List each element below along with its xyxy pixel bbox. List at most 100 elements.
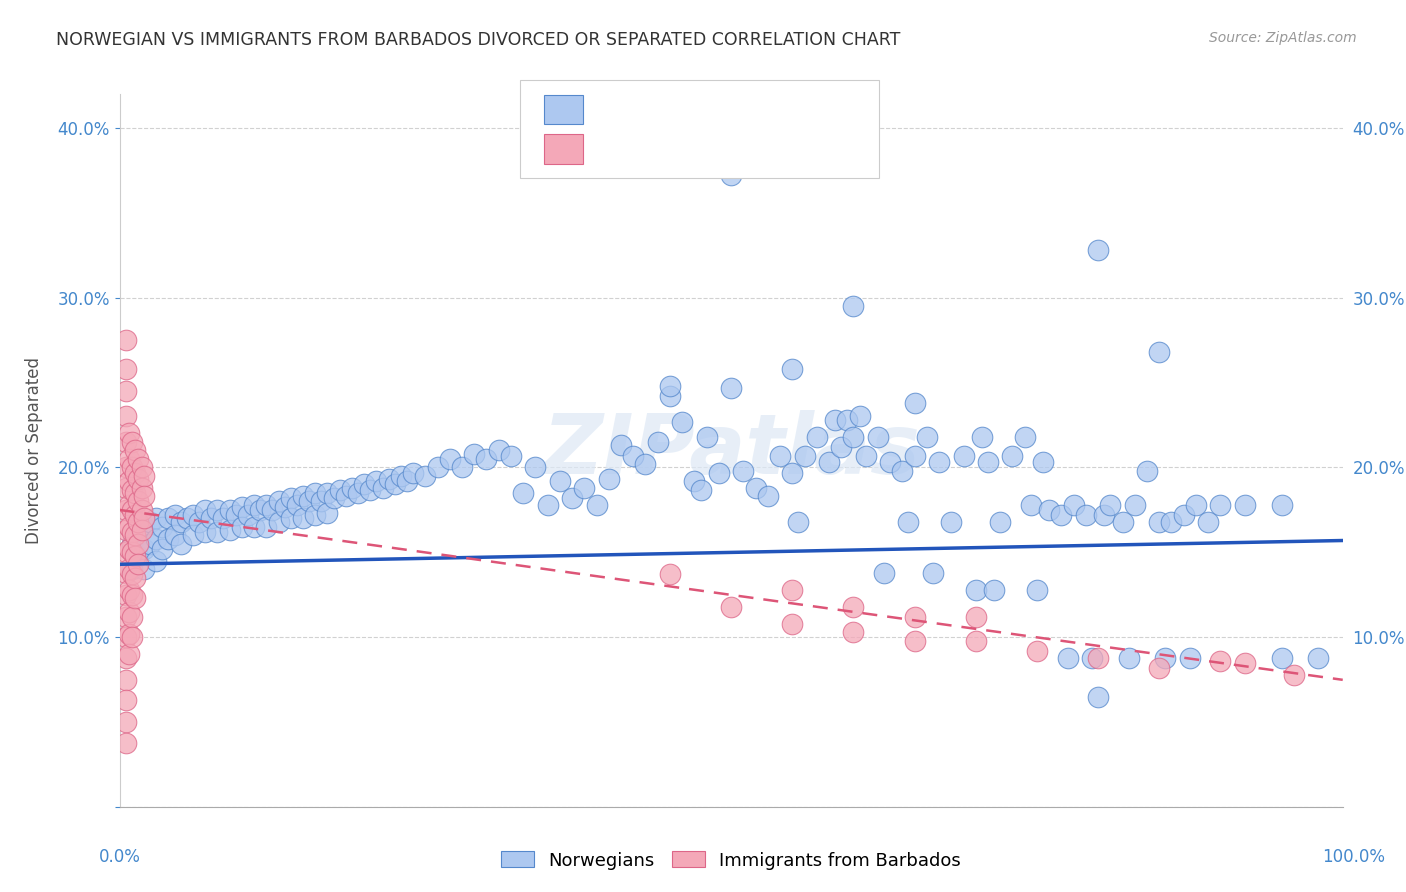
- Point: [371, 481, 394, 495]
- Point: [316, 486, 339, 500]
- Point: [647, 434, 669, 449]
- Point: [118, 520, 141, 534]
- Point: [1123, 498, 1146, 512]
- Point: [131, 460, 153, 475]
- Point: [782, 362, 804, 376]
- Point: [118, 452, 141, 467]
- Point: [163, 508, 186, 522]
- Point: [127, 515, 149, 529]
- Point: [243, 498, 266, 512]
- Point: [1154, 650, 1177, 665]
- Point: [1087, 650, 1109, 665]
- Point: [127, 558, 149, 572]
- Point: [254, 498, 277, 512]
- Text: R =  0.053   N = 146: R = 0.053 N = 146: [598, 101, 815, 119]
- Point: [1038, 503, 1060, 517]
- Point: [121, 434, 143, 449]
- Point: [1160, 515, 1182, 529]
- Point: [439, 452, 461, 467]
- Point: [1026, 644, 1049, 658]
- Y-axis label: Divorced or Separated: Divorced or Separated: [25, 357, 44, 544]
- Point: [395, 474, 418, 488]
- Point: [118, 498, 141, 512]
- Point: [402, 466, 425, 480]
- Point: [121, 610, 143, 624]
- Point: [1056, 650, 1078, 665]
- Point: [1271, 650, 1294, 665]
- Point: [124, 443, 146, 458]
- Point: [347, 486, 370, 500]
- Text: NORWEGIAN VS IMMIGRANTS FROM BARBADOS DIVORCED OR SEPARATED CORRELATION CHART: NORWEGIAN VS IMMIGRANTS FROM BARBADOS DI…: [56, 31, 901, 49]
- Point: [127, 528, 149, 542]
- Point: [952, 449, 974, 463]
- Point: [499, 449, 522, 463]
- Point: [132, 489, 155, 503]
- Point: [267, 515, 290, 529]
- Point: [124, 591, 146, 606]
- Point: [118, 605, 141, 619]
- Point: [359, 483, 381, 497]
- Point: [298, 494, 321, 508]
- Point: [848, 409, 870, 424]
- Point: [1092, 508, 1115, 522]
- Point: [131, 503, 153, 517]
- Point: [1081, 650, 1104, 665]
- Point: [463, 447, 485, 461]
- Point: [744, 481, 766, 495]
- Point: [922, 566, 945, 580]
- Point: [131, 481, 153, 495]
- Point: [830, 440, 852, 454]
- Point: [1118, 650, 1140, 665]
- Point: [124, 486, 146, 500]
- Point: [114, 333, 136, 347]
- Point: [188, 515, 211, 529]
- Point: [207, 503, 229, 517]
- Point: [127, 494, 149, 508]
- Point: [132, 520, 155, 534]
- Point: [340, 481, 363, 495]
- Point: [384, 477, 406, 491]
- Point: [733, 464, 755, 478]
- Point: [793, 449, 815, 463]
- Point: [150, 520, 173, 534]
- Point: [124, 466, 146, 480]
- Point: [163, 528, 186, 542]
- Point: [131, 524, 153, 538]
- Point: [236, 508, 259, 522]
- Point: [150, 541, 173, 556]
- Point: [659, 389, 682, 403]
- Point: [879, 455, 901, 469]
- Point: [292, 489, 315, 503]
- Point: [1032, 455, 1054, 469]
- Point: [1149, 661, 1171, 675]
- Point: [127, 549, 149, 563]
- Point: [121, 562, 143, 576]
- Point: [983, 582, 1005, 597]
- Point: [353, 477, 375, 491]
- Point: [249, 503, 271, 517]
- Point: [139, 515, 162, 529]
- Point: [335, 489, 357, 503]
- Point: [169, 515, 191, 529]
- Point: [842, 299, 865, 313]
- Point: [413, 469, 436, 483]
- Point: [132, 541, 155, 556]
- Point: [212, 511, 235, 525]
- Point: [169, 537, 191, 551]
- Point: [1197, 515, 1219, 529]
- Point: [524, 460, 547, 475]
- Point: [610, 438, 633, 452]
- Point: [1001, 449, 1024, 463]
- Point: [304, 508, 326, 522]
- Point: [756, 489, 779, 503]
- Point: [207, 524, 229, 539]
- Point: [1282, 667, 1305, 681]
- Point: [194, 503, 217, 517]
- Point: [145, 532, 167, 546]
- Point: [475, 452, 498, 467]
- Point: [1178, 650, 1201, 665]
- Point: [118, 474, 141, 488]
- Text: Source: ZipAtlas.com: Source: ZipAtlas.com: [1209, 31, 1357, 45]
- Point: [322, 491, 344, 505]
- Point: [1308, 650, 1330, 665]
